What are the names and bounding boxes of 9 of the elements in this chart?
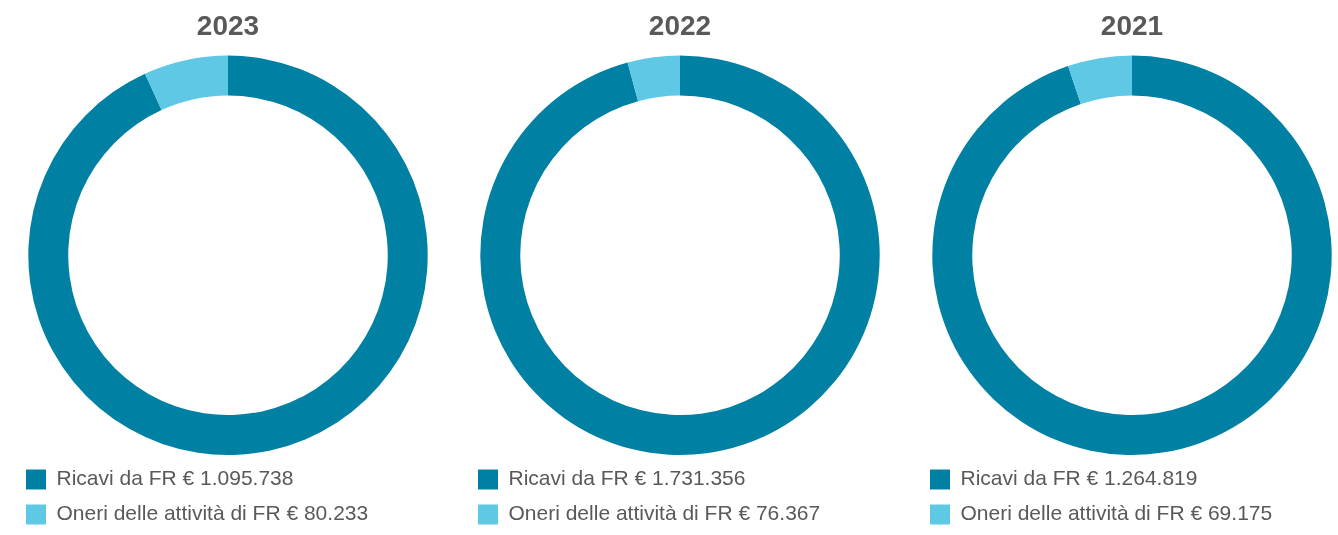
legend-label: Oneri delle attività di FR € 80.233	[56, 501, 369, 525]
legend-label: Oneri delle attività di FR € 69.175	[960, 501, 1273, 525]
legend-label: Ricavi da FR € 1.264.819	[960, 466, 1198, 490]
chart-title: 2023	[196, 9, 260, 41]
legend-label: Ricavi da FR € 1.095.738	[56, 466, 294, 490]
chart-title: 2022	[648, 9, 712, 41]
legend-label: Ricavi da FR € 1.731.356	[508, 466, 746, 490]
legend-label: Oneri delle attività di FR € 76.367	[508, 501, 821, 525]
chart-title: 2021	[1100, 9, 1164, 41]
